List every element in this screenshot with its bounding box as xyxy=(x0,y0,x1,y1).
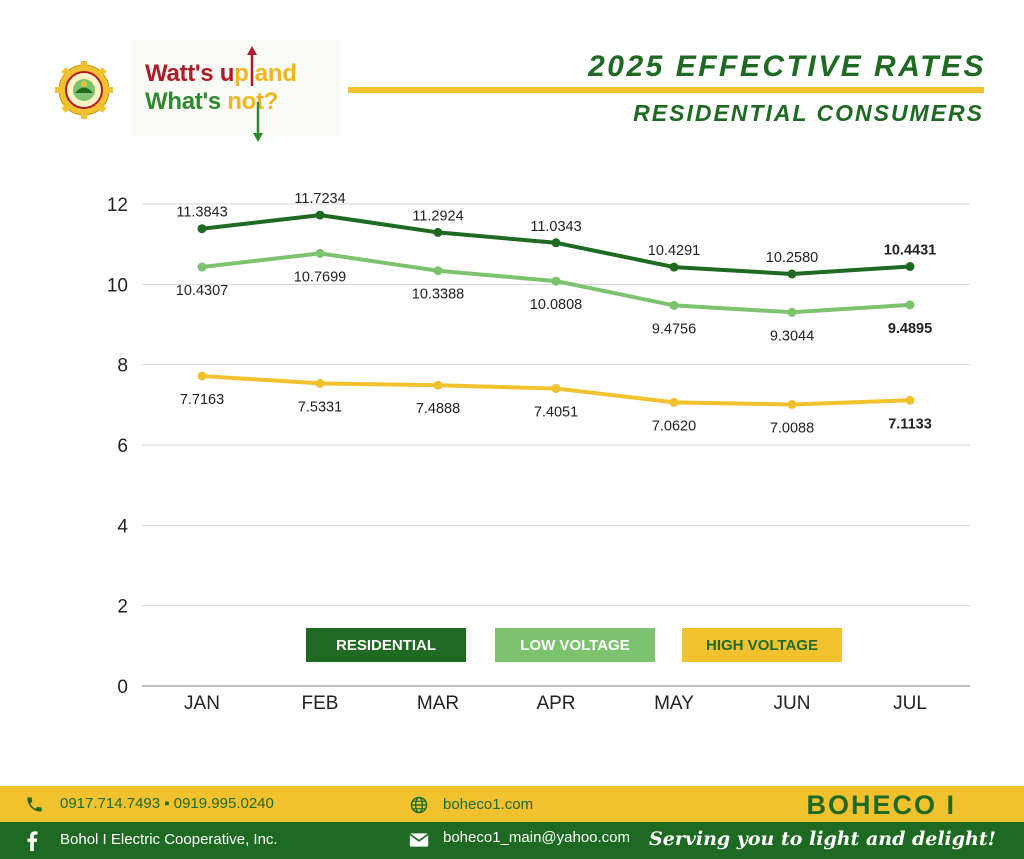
phone-icon xyxy=(27,797,42,812)
data-point xyxy=(669,262,679,272)
data-label: 7.1133 xyxy=(888,416,932,432)
footer-social-bar: Bohol I Electric Cooperative, Inc. bohec… xyxy=(0,822,1024,859)
data-label: 9.4895 xyxy=(888,321,932,337)
y-tick-label: 8 xyxy=(117,356,128,377)
data-point xyxy=(551,276,561,286)
data-point xyxy=(905,395,915,405)
data-point xyxy=(787,307,797,317)
legend-label: LOW VOLTAGE xyxy=(520,637,629,654)
phone-numbers: 0917.714.7493 ▪ 0919.995.0240 xyxy=(60,795,274,812)
data-point xyxy=(197,262,207,272)
data-point xyxy=(197,224,207,234)
cooperative-seal-logo xyxy=(55,61,113,119)
page-subtitle: RESIDENTIAL CONSUMERS xyxy=(633,100,984,126)
data-point xyxy=(315,210,325,220)
x-tick-label: MAR xyxy=(417,693,459,714)
legend-label: RESIDENTIAL xyxy=(336,637,436,654)
data-label: 10.7699 xyxy=(294,269,346,285)
arrow-up-icon xyxy=(247,46,257,86)
data-point xyxy=(315,248,325,258)
title-divider xyxy=(348,87,984,93)
x-tick-label: JAN xyxy=(184,693,220,714)
grid-layer: 0 2 4 6 8 10 12 JAN FEB MAR APR MAY JUN JUL xyxy=(107,195,970,714)
data-label: 11.2924 xyxy=(412,208,463,224)
legend-swatch xyxy=(495,628,655,662)
data-label: 7.4051 xyxy=(534,405,578,421)
x-tick-label: JUN xyxy=(774,693,811,714)
facebook-page-name[interactable]: Bohol I Electric Cooperative, Inc. xyxy=(60,831,278,848)
data-label: 7.5331 xyxy=(298,399,342,415)
email-address[interactable]: boheco1_main@yahoo.com xyxy=(443,829,631,846)
facebook-icon xyxy=(27,831,38,851)
data-point xyxy=(905,262,915,272)
data-label: 10.0808 xyxy=(530,297,582,313)
y-tick-label: 10 xyxy=(107,275,128,296)
data-label: 10.4431 xyxy=(884,243,936,259)
data-point xyxy=(551,238,561,248)
page-title: 2025 EFFECTIVE RATES xyxy=(588,50,986,83)
data-label: 9.4756 xyxy=(652,321,696,337)
data-label: 11.7234 xyxy=(294,191,345,207)
y-tick-label: 2 xyxy=(117,597,128,618)
data-label: 7.0620 xyxy=(652,418,696,434)
data-point xyxy=(905,300,915,310)
data-label: 10.4291 xyxy=(648,243,700,259)
x-tick-label: JUL xyxy=(893,693,927,714)
data-point xyxy=(433,380,443,390)
data-label: 10.3388 xyxy=(412,287,464,303)
brand-name: BOHECO I xyxy=(806,790,956,820)
y-tick-label: 12 xyxy=(107,195,128,216)
data-label: 7.4888 xyxy=(416,401,460,417)
data-point xyxy=(551,384,561,394)
legend: RESIDENTIAL LOW VOLTAGE HIGH VOLTAGE xyxy=(306,628,842,662)
tagline-line-1: Watt's up and xyxy=(145,60,297,87)
legend-label: HIGH VOLTAGE xyxy=(706,637,818,654)
data-label: 11.0343 xyxy=(530,219,581,235)
data-point xyxy=(197,371,207,381)
data-point xyxy=(787,269,797,279)
website-link[interactable]: boheco1.com xyxy=(443,796,534,813)
data-point xyxy=(433,227,443,237)
y-tick-label: 6 xyxy=(117,436,128,457)
slogan: Serving you to light and delight! xyxy=(649,828,996,850)
data-point xyxy=(433,266,443,276)
data-point xyxy=(669,397,679,407)
data-label: 7.0088 xyxy=(770,420,814,436)
x-tick-label: MAY xyxy=(654,693,694,714)
data-label: 10.2580 xyxy=(766,250,818,266)
data-label: 11.3843 xyxy=(176,205,227,221)
legend-swatch xyxy=(682,628,842,662)
series-layer xyxy=(197,210,915,409)
y-tick-label: 0 xyxy=(117,677,128,698)
data-label: 7.7163 xyxy=(180,392,224,408)
arrow-down-icon xyxy=(253,102,263,142)
x-tick-label: FEB xyxy=(302,693,339,714)
tagline-logo: Watt's up and What's not? xyxy=(132,40,340,142)
email-icon xyxy=(409,833,429,847)
data-label: 9.3044 xyxy=(770,328,814,344)
data-point xyxy=(669,300,679,310)
data-label: 10.4307 xyxy=(176,283,228,299)
y-tick-label: 4 xyxy=(117,516,128,537)
legend-swatch xyxy=(306,628,466,662)
tagline-line-2: What's not? xyxy=(145,88,279,115)
globe-icon xyxy=(410,796,428,814)
x-tick-label: APR xyxy=(536,693,575,714)
data-label-layer: 11.3843 11.7234 11.2924 11.0343 10.4291 10.25… xyxy=(176,191,936,436)
footer-contact-bar: 0917.714.7493 ▪ 0919.995.0240 boheco1.co… xyxy=(0,786,1024,822)
data-point xyxy=(787,399,797,409)
data-point xyxy=(315,378,325,388)
